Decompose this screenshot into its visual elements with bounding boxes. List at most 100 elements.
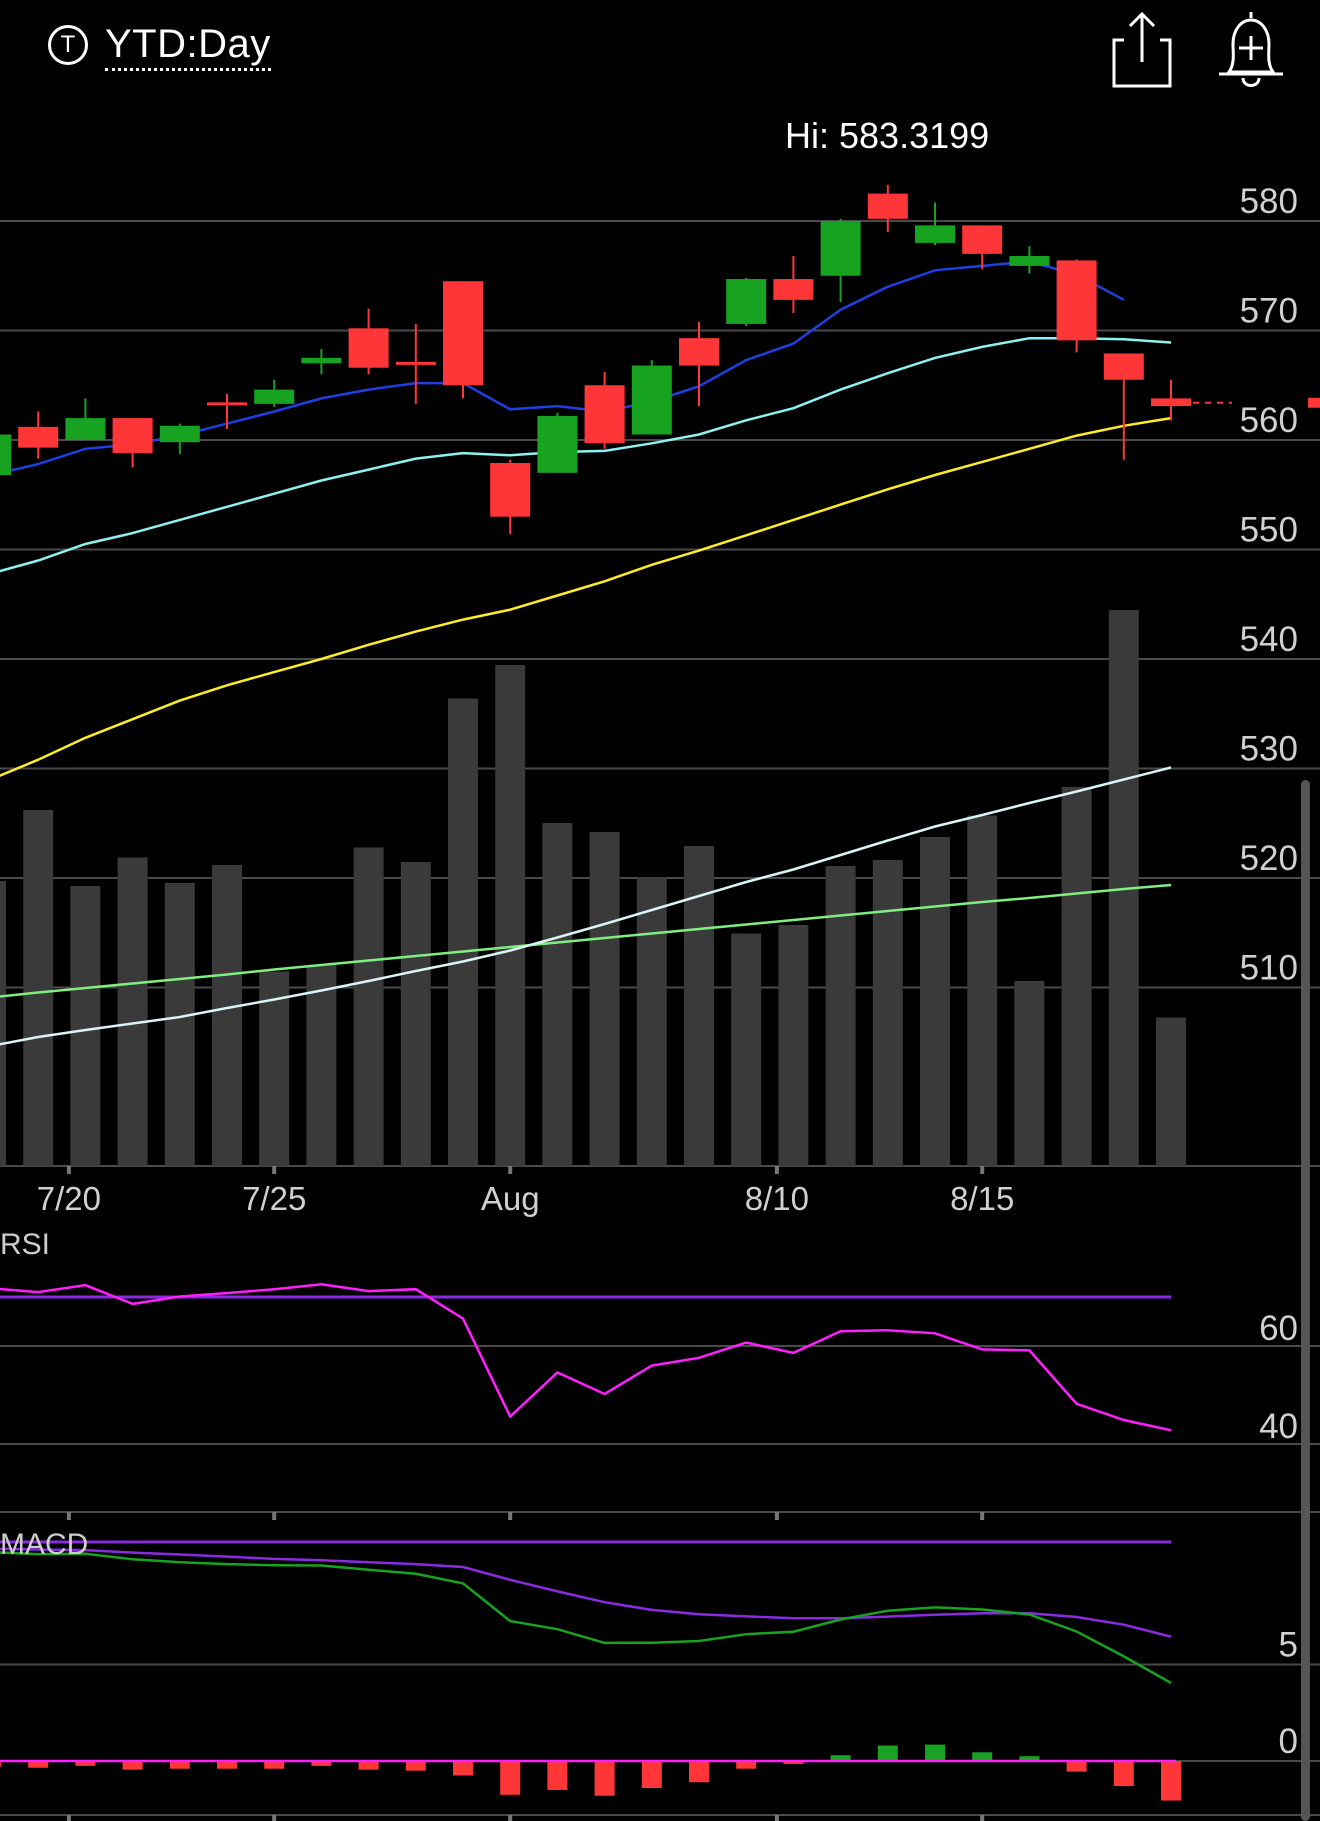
rsi-tick-label: 60 (1259, 1309, 1298, 1348)
macd-line (0, 1551, 1172, 1685)
macd-histogram-bar (28, 1761, 49, 1768)
candle-body (867, 193, 908, 219)
macd-tick-label: 0 (1279, 1722, 1298, 1761)
volume-bar (353, 847, 384, 1166)
candle-body (490, 462, 531, 517)
macd-histogram-bar (75, 1761, 96, 1766)
macd-histogram-bar (358, 1761, 379, 1770)
candle-body (1151, 398, 1191, 407)
price-tick-label: 530 (1240, 730, 1298, 769)
x-tick-label: 8/15 (950, 1180, 1014, 1217)
macd-histogram-bar (547, 1761, 568, 1790)
rsi-panel-label: RSI (0, 1228, 50, 1261)
volume-bar (164, 883, 195, 1166)
volume-bar (306, 965, 337, 1166)
volume-bar (495, 665, 526, 1166)
volume-bar (212, 865, 242, 1166)
x-tick-label: 7/20 (37, 1180, 101, 1217)
candle-body (254, 389, 295, 404)
price-tick-label: 510 (1240, 949, 1298, 988)
candle-body (112, 418, 153, 454)
volume-bar (1156, 1017, 1186, 1166)
macd-histogram-bar (689, 1761, 709, 1783)
macd-histogram-bar (972, 1752, 993, 1761)
macd-histogram-bar (925, 1744, 945, 1761)
macd-histogram-bar (641, 1761, 662, 1789)
candle-body (631, 365, 672, 435)
x-tick-label: Aug (481, 1180, 540, 1217)
candle-body (773, 279, 814, 300)
macd-histogram-bar (1066, 1761, 1087, 1772)
sma-mid-line (0, 336, 1172, 573)
volume-bar (636, 877, 667, 1166)
macd-histogram-bar (1019, 1756, 1040, 1761)
macd-histogram-bar (122, 1761, 143, 1770)
rsi-line (0, 1283, 1172, 1432)
volume-bar (117, 857, 148, 1166)
price-tick-label: 580 (1240, 182, 1298, 221)
volume-bar (23, 810, 54, 1166)
candle-body (726, 279, 767, 324)
volume-bar (1061, 787, 1092, 1166)
price-tick-label: 520 (1240, 839, 1298, 878)
macd-histogram-bar (311, 1761, 332, 1766)
volume-bar (967, 815, 998, 1166)
high-price-label: Hi: 583.3199 (785, 115, 990, 156)
vertical-scrollbar[interactable] (1301, 780, 1310, 1821)
x-tick-label: 7/25 (242, 1180, 306, 1217)
volume-bar (825, 866, 856, 1166)
macd-histogram-bar (1113, 1761, 1134, 1787)
candle-body (537, 415, 578, 473)
volume-bar (542, 823, 573, 1166)
macd-histogram-bar (736, 1761, 757, 1769)
candle-body (65, 418, 106, 440)
macd-histogram-bar (783, 1761, 804, 1764)
last-price-marker (1308, 397, 1320, 408)
volume-avg-line-1 (0, 766, 1172, 1046)
macd-histogram-bar (264, 1761, 285, 1769)
bell-plus-icon (1219, 12, 1283, 87)
top-bar: T YTD:Day (0, 0, 1320, 100)
macd-histogram-bar (1161, 1761, 1181, 1801)
macd-histogram-bar (500, 1761, 521, 1795)
volume-bar (400, 862, 431, 1166)
volume-bar (0, 881, 6, 1166)
volume-avg-line-2 (0, 883, 1172, 998)
price-tick-label: 560 (1240, 401, 1298, 440)
share-button[interactable] (1110, 10, 1180, 90)
candle-body (584, 385, 625, 444)
volume-bar (70, 886, 101, 1166)
macd-tick-label: 5 (1279, 1626, 1298, 1665)
candle-body (962, 225, 1003, 254)
rsi-tick-label: 40 (1259, 1407, 1298, 1446)
macd-histogram-bar (405, 1761, 426, 1771)
macd-histogram-bar (877, 1745, 898, 1761)
candle-body (1056, 260, 1097, 341)
candle-body (1103, 353, 1144, 380)
price-tick-label: 540 (1240, 620, 1298, 659)
candle-body (915, 225, 955, 243)
candle-body (301, 357, 342, 364)
ticker-t-icon: T (48, 25, 88, 65)
macd-histogram-bar (830, 1755, 851, 1761)
price-tick-label: 570 (1240, 292, 1298, 331)
timeframe-selector[interactable]: YTD:Day (105, 20, 271, 71)
macd-histogram-bar (0, 1761, 1, 1767)
volume-bar (589, 832, 620, 1166)
sma-slow-line (0, 416, 1172, 777)
candle-body (820, 221, 861, 276)
volume-bar (872, 860, 903, 1166)
volume-bar (778, 925, 809, 1166)
share-icon (1112, 11, 1172, 88)
candle-body (443, 281, 483, 386)
price-tick-label: 550 (1240, 511, 1298, 550)
macd-signal-line (0, 1547, 1172, 1638)
candle-body (679, 338, 719, 366)
add-alert-button[interactable] (1215, 8, 1287, 92)
volume-bar (259, 971, 290, 1166)
candle-body (159, 425, 200, 443)
volume-bar (731, 933, 762, 1166)
volume-bar (1014, 981, 1045, 1166)
candle-body (0, 434, 11, 476)
